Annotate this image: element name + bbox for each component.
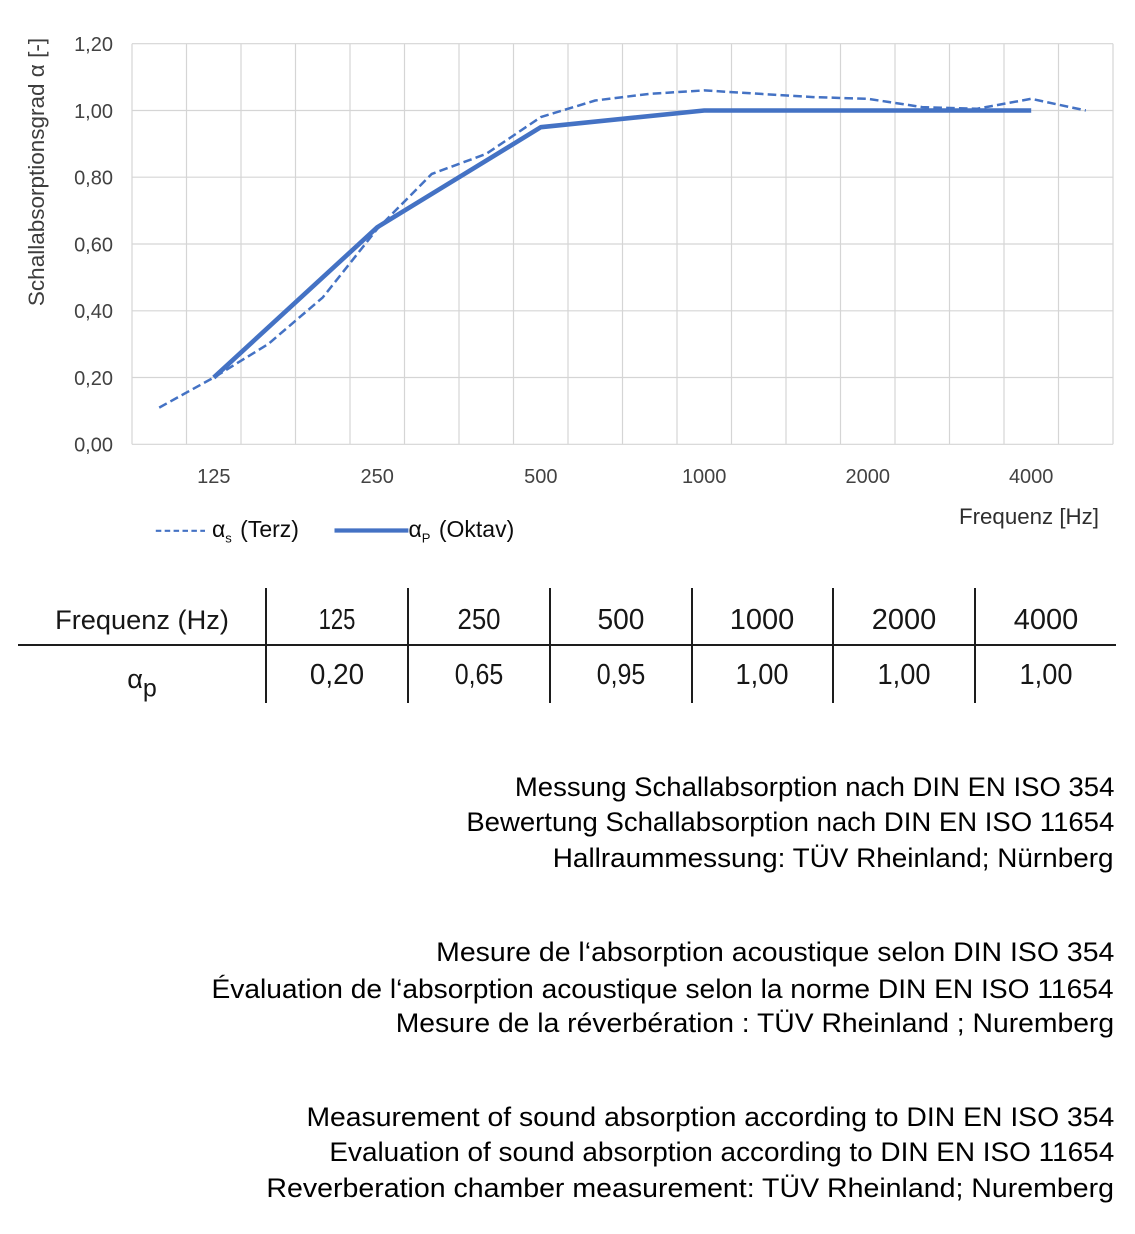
svg-text:αP (Oktav): αP (Oktav) [409, 516, 515, 546]
svg-text:1,20: 1,20 [74, 34, 113, 56]
svg-text:125: 125 [197, 466, 230, 488]
svg-text:4000: 4000 [1009, 466, 1054, 488]
svg-text:Schallabsorptionsgrad α [-]: Schallabsorptionsgrad α [-] [24, 38, 49, 306]
svg-text:1000: 1000 [682, 466, 727, 488]
svg-text:αs (Terz): αs (Terz) [212, 516, 299, 546]
svg-text:1,00: 1,00 [74, 101, 113, 123]
svg-text:2000: 2000 [846, 466, 891, 488]
svg-text:Frequenz [Hz]: Frequenz [Hz] [959, 504, 1099, 529]
svg-text:0,00: 0,00 [74, 435, 113, 457]
svg-text:0,40: 0,40 [74, 301, 113, 323]
svg-text:500: 500 [524, 466, 557, 488]
svg-text:0,60: 0,60 [74, 234, 113, 256]
svg-text:250: 250 [361, 466, 394, 488]
svg-text:0,20: 0,20 [74, 368, 113, 390]
svg-text:0,80: 0,80 [74, 168, 113, 190]
